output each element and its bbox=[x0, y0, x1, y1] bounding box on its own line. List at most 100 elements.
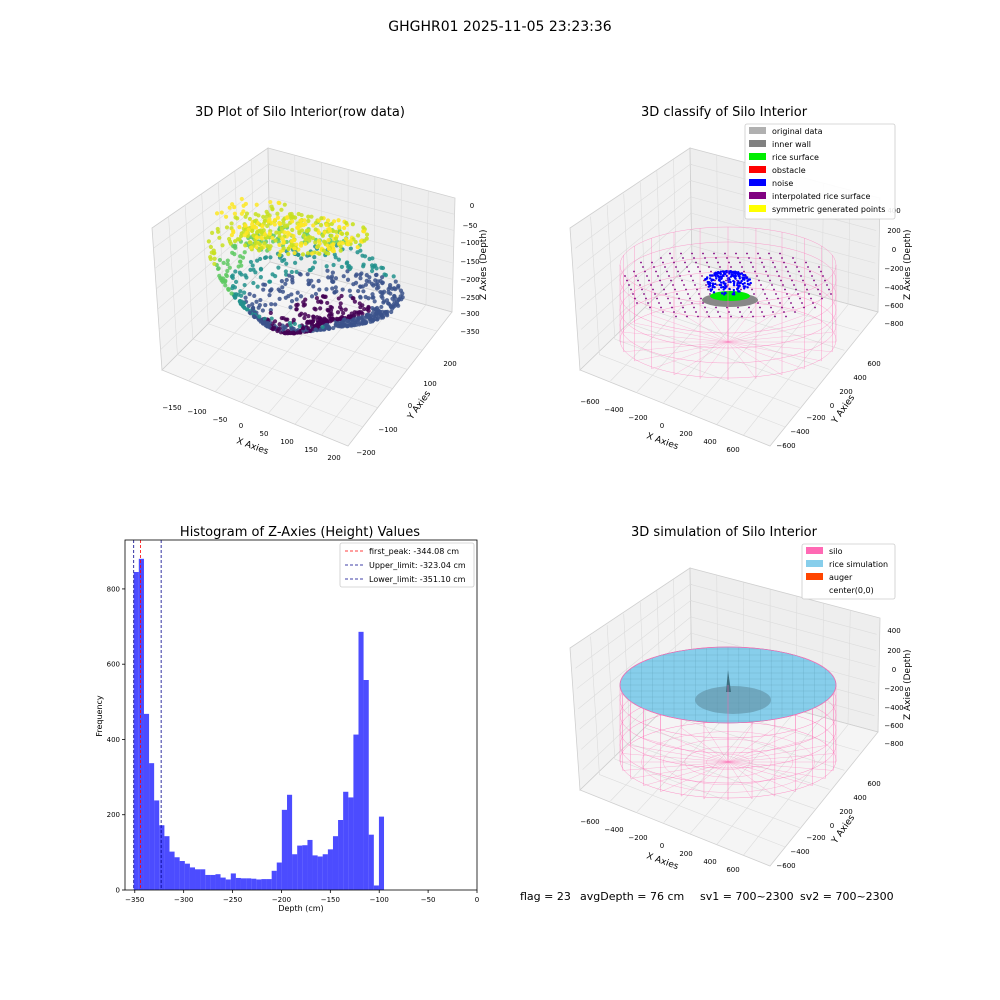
grid-line bbox=[690, 583, 877, 635]
simulation-y-tick-label: −200 bbox=[806, 834, 825, 842]
point bbox=[354, 322, 359, 327]
interpolated-point bbox=[746, 252, 748, 255]
grid-line bbox=[254, 277, 438, 332]
point bbox=[277, 220, 282, 226]
interpolated-point bbox=[743, 270, 745, 273]
noise-point bbox=[740, 272, 743, 275]
point bbox=[362, 306, 367, 312]
silo-floor-line bbox=[651, 341, 729, 370]
interpolated-point bbox=[808, 293, 810, 295]
noise-point bbox=[743, 282, 746, 285]
noise-point bbox=[719, 283, 723, 287]
point bbox=[293, 215, 298, 220]
interpolated-point bbox=[798, 270, 800, 273]
point bbox=[294, 302, 299, 308]
interpolated-point bbox=[656, 297, 658, 300]
point bbox=[242, 290, 247, 295]
point bbox=[345, 324, 350, 329]
point bbox=[341, 274, 346, 279]
silo-floor-line bbox=[622, 753, 729, 763]
silo-floor-line bbox=[727, 753, 834, 763]
histogram-y-tick-label: 200 bbox=[107, 811, 120, 819]
grid-line bbox=[575, 164, 691, 249]
point bbox=[318, 299, 323, 304]
interpolated-point bbox=[695, 261, 697, 264]
interpolated-point bbox=[698, 293, 700, 295]
point bbox=[333, 276, 339, 281]
interpolated-point bbox=[704, 257, 706, 259]
point bbox=[288, 214, 293, 219]
noise-point bbox=[733, 276, 737, 280]
rice-depression bbox=[695, 686, 771, 714]
histogram-bar bbox=[373, 885, 379, 890]
noise-point bbox=[715, 277, 718, 280]
interpolated-point bbox=[728, 261, 730, 264]
grid-line bbox=[184, 205, 194, 340]
point bbox=[361, 289, 366, 294]
noise-point bbox=[747, 278, 750, 281]
point bbox=[326, 275, 331, 280]
point bbox=[294, 307, 299, 312]
interpolated-point bbox=[799, 297, 801, 300]
interpolated-point bbox=[759, 257, 761, 259]
interpolated-point bbox=[772, 311, 774, 313]
interpolated-point bbox=[784, 288, 786, 291]
grid-line bbox=[214, 276, 323, 392]
histogram-bar bbox=[195, 869, 201, 890]
interpolated-point bbox=[691, 252, 693, 255]
interpolated-point bbox=[635, 275, 637, 277]
histogram-y-tick-label: 600 bbox=[107, 661, 120, 669]
grid-line bbox=[606, 205, 616, 340]
noise-point bbox=[724, 282, 727, 285]
grid-line bbox=[676, 277, 860, 332]
interpolated-point bbox=[668, 275, 670, 277]
histogram-title: Histogram of Z-Axies (Height) Values bbox=[180, 525, 420, 540]
point bbox=[261, 282, 266, 287]
point bbox=[230, 202, 235, 207]
interpolated-point bbox=[717, 311, 719, 313]
point bbox=[393, 279, 398, 284]
point bbox=[347, 288, 352, 293]
point bbox=[389, 309, 394, 315]
noise-point bbox=[742, 276, 745, 279]
histogram-bar bbox=[169, 851, 175, 890]
point bbox=[303, 241, 308, 246]
point bbox=[313, 291, 319, 297]
point bbox=[312, 260, 317, 265]
point bbox=[217, 273, 222, 278]
point bbox=[334, 229, 339, 234]
histogram-bar bbox=[281, 809, 288, 890]
point bbox=[233, 279, 239, 284]
noise-point bbox=[710, 279, 713, 282]
point bbox=[258, 275, 263, 280]
interpolated-point bbox=[757, 302, 759, 304]
point bbox=[224, 225, 230, 230]
histogram-x-tick-label: −350 bbox=[125, 896, 144, 904]
histogram-legend: first_peak: -344.08 cm Upper_limit: -323.… bbox=[339, 542, 475, 588]
point bbox=[307, 235, 313, 240]
raw-x-tick-labels: −150 −100 −50 0 50 100 150 200 bbox=[162, 404, 340, 462]
simulation-legend-label: rice simulation bbox=[829, 560, 888, 569]
point bbox=[217, 257, 222, 263]
point bbox=[273, 238, 278, 243]
point bbox=[212, 256, 217, 261]
grid-line bbox=[156, 196, 270, 290]
point bbox=[325, 307, 330, 313]
noise-point bbox=[719, 286, 723, 289]
interpolated-point bbox=[830, 293, 832, 295]
point bbox=[281, 218, 286, 223]
grid-line bbox=[590, 216, 600, 355]
point bbox=[330, 279, 335, 284]
interpolated-point bbox=[807, 266, 809, 268]
classify-z-tick-label: −200 bbox=[884, 265, 903, 273]
point bbox=[301, 325, 306, 331]
point bbox=[334, 289, 339, 294]
interpolated-point bbox=[710, 270, 712, 273]
point bbox=[333, 285, 338, 290]
interpolated-point bbox=[719, 315, 721, 318]
point bbox=[279, 315, 284, 321]
interpolated-point bbox=[675, 266, 677, 268]
silo-floor-line bbox=[727, 732, 796, 763]
point bbox=[344, 231, 350, 236]
interpolated-point bbox=[697, 315, 699, 318]
